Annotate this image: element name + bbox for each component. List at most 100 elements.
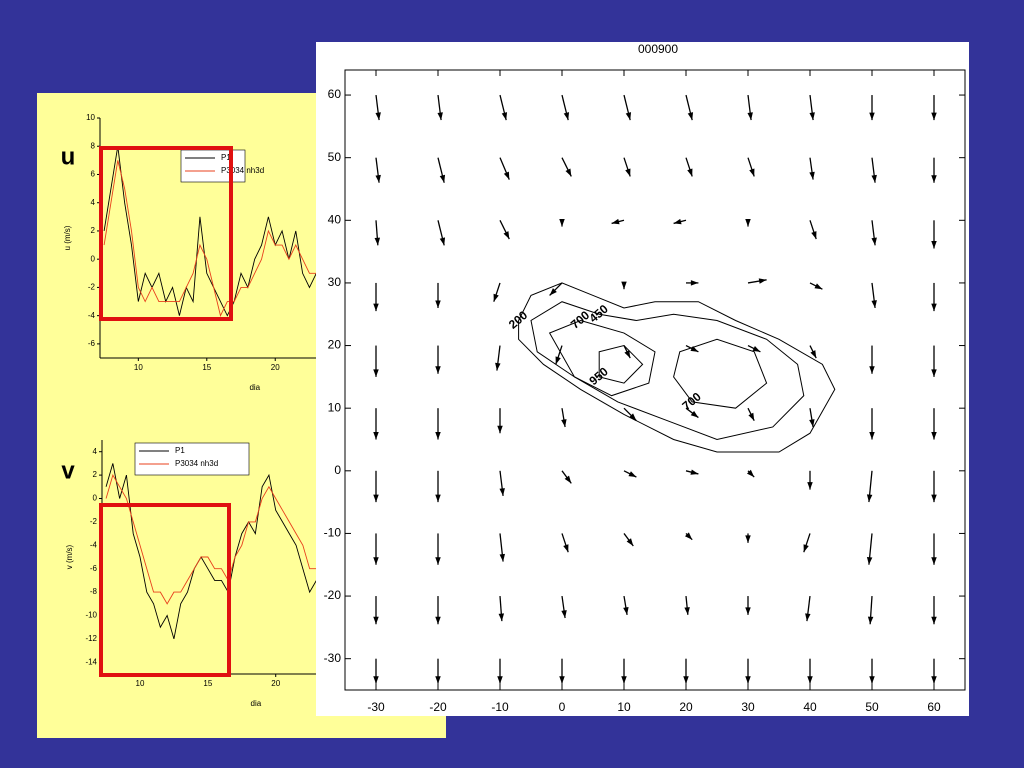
- vector-arrow: [499, 533, 506, 562]
- arrow-head: [435, 676, 441, 684]
- arrow-head: [628, 471, 637, 478]
- arrow-head: [869, 366, 875, 374]
- vector-arrow: [561, 408, 567, 428]
- y-tick-label: 10: [86, 113, 95, 122]
- arrow-head: [931, 494, 937, 503]
- arrow-head: [673, 218, 682, 225]
- vector-arrow: [809, 157, 815, 180]
- arrow-head: [687, 168, 693, 177]
- arrow-head: [373, 557, 379, 565]
- vector-arrow: [745, 596, 751, 615]
- arrow-head: [629, 413, 637, 421]
- arrow-head: [746, 469, 755, 478]
- arrow-head: [375, 112, 381, 121]
- arrow-head: [564, 475, 572, 484]
- vector-arrow: [931, 220, 937, 249]
- x-tick-label: 0: [559, 700, 566, 714]
- u-chart: -6 -4 -2 0 2 4 6 8 10 10 15 20 u (m/s) dia u P1 P3034 nh…: [61, 113, 330, 392]
- vector-arrow: [931, 345, 937, 377]
- x-tick-label: -30: [367, 700, 385, 714]
- arrow-head: [503, 171, 510, 180]
- vector-arrow: [685, 157, 693, 177]
- arrow-head: [814, 283, 823, 290]
- vector-arrow: [871, 157, 877, 183]
- arrow-head: [625, 168, 631, 177]
- arrow-head: [811, 231, 817, 240]
- arrow-head: [931, 240, 937, 249]
- y-tick-label: 0: [93, 494, 98, 503]
- vector-arrow: [493, 282, 501, 302]
- contour: [530, 301, 805, 441]
- vector-arrow: [747, 94, 753, 121]
- vector-arrow: [495, 345, 501, 371]
- arrow-head: [503, 231, 510, 240]
- x-tick-label: -10: [491, 700, 509, 714]
- vector-arrow: [561, 533, 569, 553]
- y-tick-label: 4: [91, 198, 96, 207]
- arrow-head: [931, 616, 937, 625]
- vector-arrow: [931, 533, 937, 565]
- vector-arrow: [685, 469, 699, 475]
- arrow-head: [374, 237, 381, 246]
- vector-arrow: [686, 280, 699, 286]
- arrow-head: [745, 535, 751, 543]
- y-tick-label: 50: [328, 150, 342, 164]
- arrow-head: [565, 168, 572, 177]
- arrow-head: [621, 281, 627, 290]
- legend: [134, 442, 250, 476]
- vector-arrow: [561, 470, 572, 484]
- arrow-head: [809, 419, 815, 427]
- arrow-head: [809, 112, 815, 121]
- vector-arrow: [498, 596, 505, 622]
- data-line: [103, 146, 317, 317]
- y-axis-label: u (m/s): [63, 225, 72, 250]
- x-tick-label: 15: [202, 363, 211, 372]
- vector-arrow: [684, 532, 693, 541]
- panel-label: v: [61, 457, 75, 484]
- vector-arrow: [499, 470, 505, 496]
- vector-arrow: [375, 157, 381, 183]
- arrow-head: [683, 676, 689, 684]
- highlight-box: [99, 503, 231, 677]
- arrow-head: [623, 606, 629, 615]
- arrow-head: [498, 613, 505, 622]
- arrow-head: [499, 488, 505, 496]
- arrow-head: [690, 469, 699, 475]
- vector-arrow: [623, 94, 632, 121]
- arrow-head: [493, 293, 499, 302]
- arrow-head: [690, 345, 699, 352]
- contour: [518, 282, 836, 453]
- vector-arrow: [499, 220, 510, 240]
- arrow-head: [745, 607, 751, 615]
- vector-arrow: [809, 345, 817, 359]
- arrow-head: [805, 613, 811, 622]
- arrow-head: [501, 112, 508, 121]
- vector-arrow: [931, 282, 937, 312]
- arrow-head: [437, 112, 443, 121]
- vector-arrow: [747, 344, 761, 353]
- arrow-head: [684, 532, 693, 540]
- y-tick-label: -6: [90, 564, 98, 573]
- vector-arrow: [374, 220, 381, 246]
- chart-title: 000900: [638, 42, 678, 56]
- x-tick-label: 50: [865, 700, 879, 714]
- vector-arrow: [871, 282, 877, 309]
- vector-arrow: [555, 345, 563, 365]
- arrow-head: [871, 174, 877, 183]
- vector-arrow: [931, 596, 937, 625]
- arrow-head: [690, 410, 699, 418]
- arrow-head: [625, 112, 632, 121]
- arrow-head: [373, 431, 379, 440]
- vector-arrow: [745, 219, 751, 227]
- y-tick-label: 60: [328, 87, 342, 101]
- vector-arrow: [869, 408, 875, 440]
- y-tick-label: 6: [91, 170, 96, 179]
- vector-arrow: [559, 658, 565, 684]
- y-tick-label: -4: [90, 540, 98, 549]
- vector-arrow: [623, 157, 631, 177]
- vector-arrow: [931, 470, 937, 503]
- vector-arrow: [866, 470, 873, 503]
- x-tick-label: 10: [136, 679, 145, 688]
- arrow-head: [931, 676, 937, 684]
